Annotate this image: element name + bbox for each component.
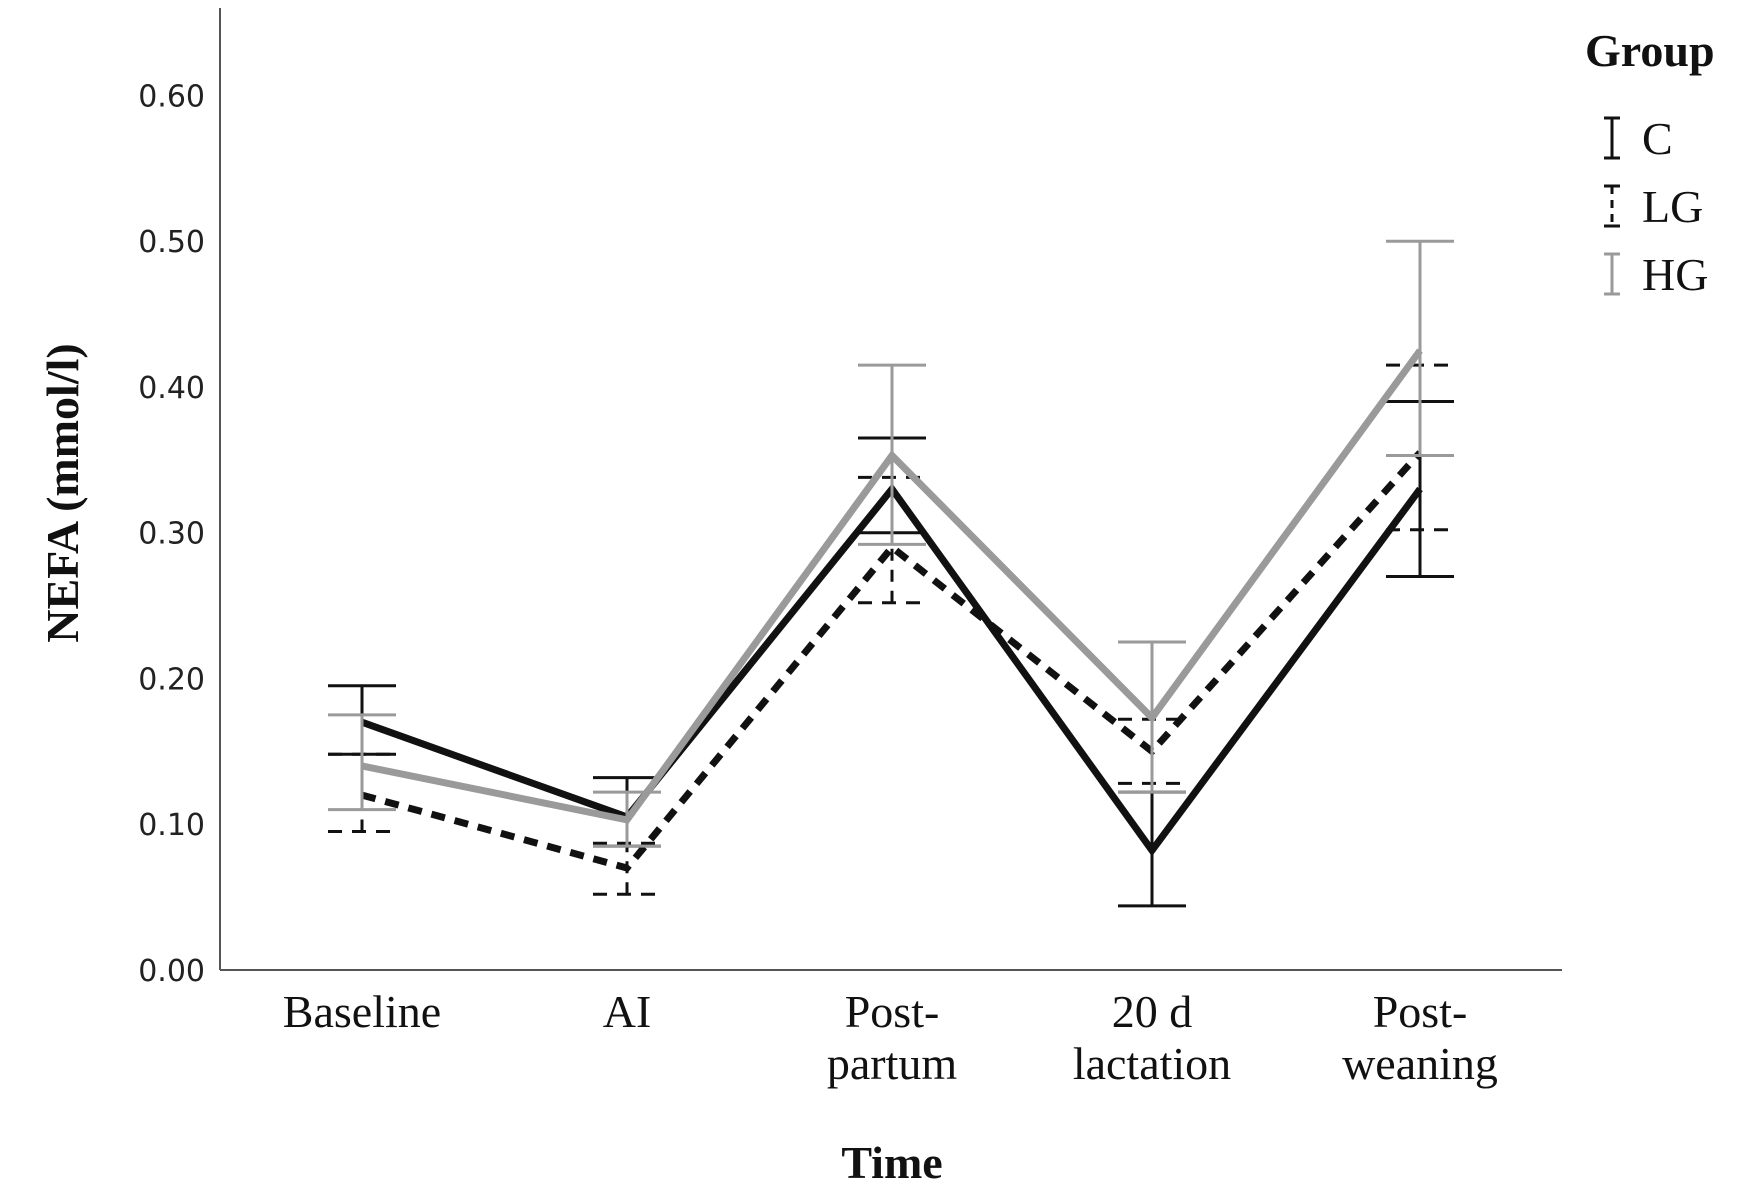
x-tick-label: Post- [1373,986,1468,1037]
legend: Group C LG HG [1585,25,1715,300]
x-tick-label: partum [827,1038,958,1089]
x-axis-title: Time [841,1137,942,1188]
legend-title: Group [1585,25,1715,76]
y-tick-label: 0.10 [138,808,205,843]
x-tick-label: weaning [1342,1038,1498,1089]
x-tick-label: Baseline [283,986,441,1037]
y-tick-label: 0.40 [138,371,205,406]
x-tick-label: lactation [1073,1038,1231,1089]
error-bar-icon [1604,184,1620,228]
legend-label: LG [1642,181,1703,232]
y-tick-label: 0.60 [138,79,205,114]
y-axis-ticks: 0.00 0.10 0.20 0.30 0.40 0.50 0.60 [138,79,205,989]
axes [219,8,1562,971]
error-bar-icon [1604,116,1620,160]
y-tick-label: 0.20 [138,662,205,697]
error-bar-hg [1386,239,1454,457]
x-tick-label: AI [603,986,652,1037]
x-tick-label: 20 d [1112,986,1193,1037]
legend-label: HG [1642,249,1708,300]
y-axis-title: NEFA (mmol/l) [37,343,88,642]
y-tick-label: 0.50 [138,225,205,260]
y-tick-label: 0.30 [138,517,205,552]
legend-item-hg: HG [1604,249,1708,300]
x-tick-label: Post- [845,986,940,1037]
legend-label: C [1642,113,1673,164]
legend-item-lg: LG [1604,181,1703,232]
error-bar-icon [1604,252,1620,296]
series-line-lg [361,450,1423,872]
y-tick-label: 0.00 [138,954,205,989]
series-line-hg [361,348,1423,824]
error-bar-hg [328,713,396,812]
legend-item-c: C [1604,113,1673,164]
series-layer [328,239,1454,908]
series-hg [328,239,1454,848]
